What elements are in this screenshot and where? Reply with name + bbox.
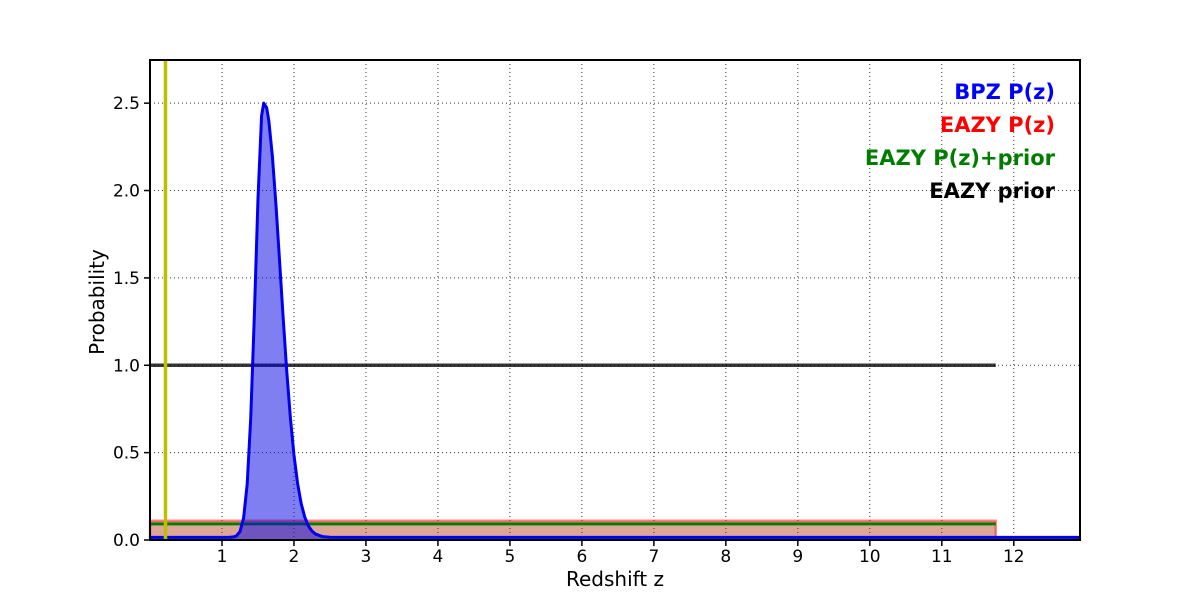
axis-ticks: [144, 102, 1015, 546]
x-tick-label: 10: [859, 547, 881, 567]
legend-entry-eazy-prior: EAZY prior: [929, 179, 1055, 203]
tick-labels: 1 2 3 4 5 6 7 8 9 10 11 120.00.51.01.52.02.5: [113, 94, 1025, 567]
series-fill-eazy-p-z: [150, 520, 996, 540]
y-tick-label: 0.5: [113, 444, 140, 464]
series-line-bpz-p-z: [150, 101, 1080, 539]
x-tick-label: 6: [576, 547, 587, 567]
x-axis-label: Redshift z: [565, 567, 665, 591]
x-tick-label: 1: [217, 547, 228, 567]
legend-entry-bpz-pz: BPZ P(z): [954, 80, 1055, 104]
y-tick-label: 1.5: [113, 269, 140, 289]
x-tick-label: 12: [1003, 547, 1025, 567]
y-tick-label: 2.0: [113, 182, 140, 202]
x-tick-label: 11: [931, 547, 953, 567]
x-tick-label: 4: [433, 547, 444, 567]
x-tick-label: 8: [720, 547, 731, 567]
x-tick-label: 5: [504, 547, 515, 567]
legend: BPZ P(z) EAZY P(z) EAZY P(z)+prior EAZY …: [865, 79, 1055, 211]
legend-entry-eazy-pz: EAZY P(z): [939, 113, 1055, 137]
y-tick-label: 1.0: [113, 356, 140, 376]
x-tick-label: 2: [289, 547, 300, 567]
y-tick-label: 0.0: [113, 531, 140, 551]
legend-entry-eazy-pz-prior: EAZY P(z)+prior: [864, 146, 1055, 170]
y-tick-label: 2.5: [113, 94, 140, 114]
x-tick-label: 9: [792, 547, 803, 567]
plot-border: [149, 59, 1081, 541]
x-tick-label: 3: [361, 547, 372, 567]
x-tick-label: 7: [648, 547, 659, 567]
y-axis-label: Probability: [85, 249, 109, 355]
